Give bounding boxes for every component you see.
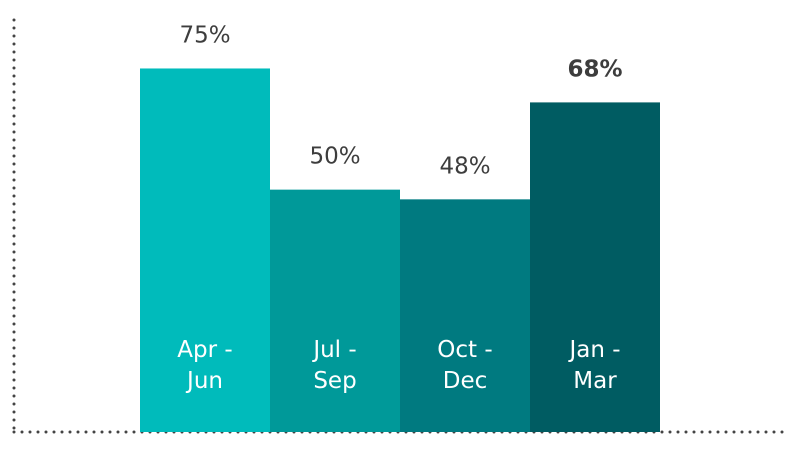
bar-0 xyxy=(140,68,270,433)
value-label-0: 75% xyxy=(179,22,230,48)
category-label-1-line-1: Sep xyxy=(313,368,356,394)
bar-1 xyxy=(270,189,400,432)
category-label-1-line-0: Jul - xyxy=(311,337,356,363)
category-labels-group: Apr - Jun Jul - Sep Oct - Dec Jan - Mar xyxy=(177,337,620,394)
value-label-3: 68% xyxy=(567,56,622,82)
category-label-3-line-1: Mar xyxy=(573,368,617,394)
category-label-0-line-0: Apr - xyxy=(177,337,232,363)
bar-2 xyxy=(400,199,530,432)
value-labels-group: 75% 50% 48% 68% xyxy=(179,22,622,179)
bar-3 xyxy=(530,102,660,433)
category-label-0-line-1: Jun xyxy=(185,368,223,394)
value-label-2: 48% xyxy=(439,153,490,179)
category-label-3-line-0: Jan - xyxy=(567,337,620,363)
bars-group xyxy=(140,68,660,433)
category-label-2-line-0: Oct - xyxy=(437,337,492,363)
value-label-1: 50% xyxy=(309,144,360,170)
category-label-2-line-1: Dec xyxy=(443,368,488,394)
